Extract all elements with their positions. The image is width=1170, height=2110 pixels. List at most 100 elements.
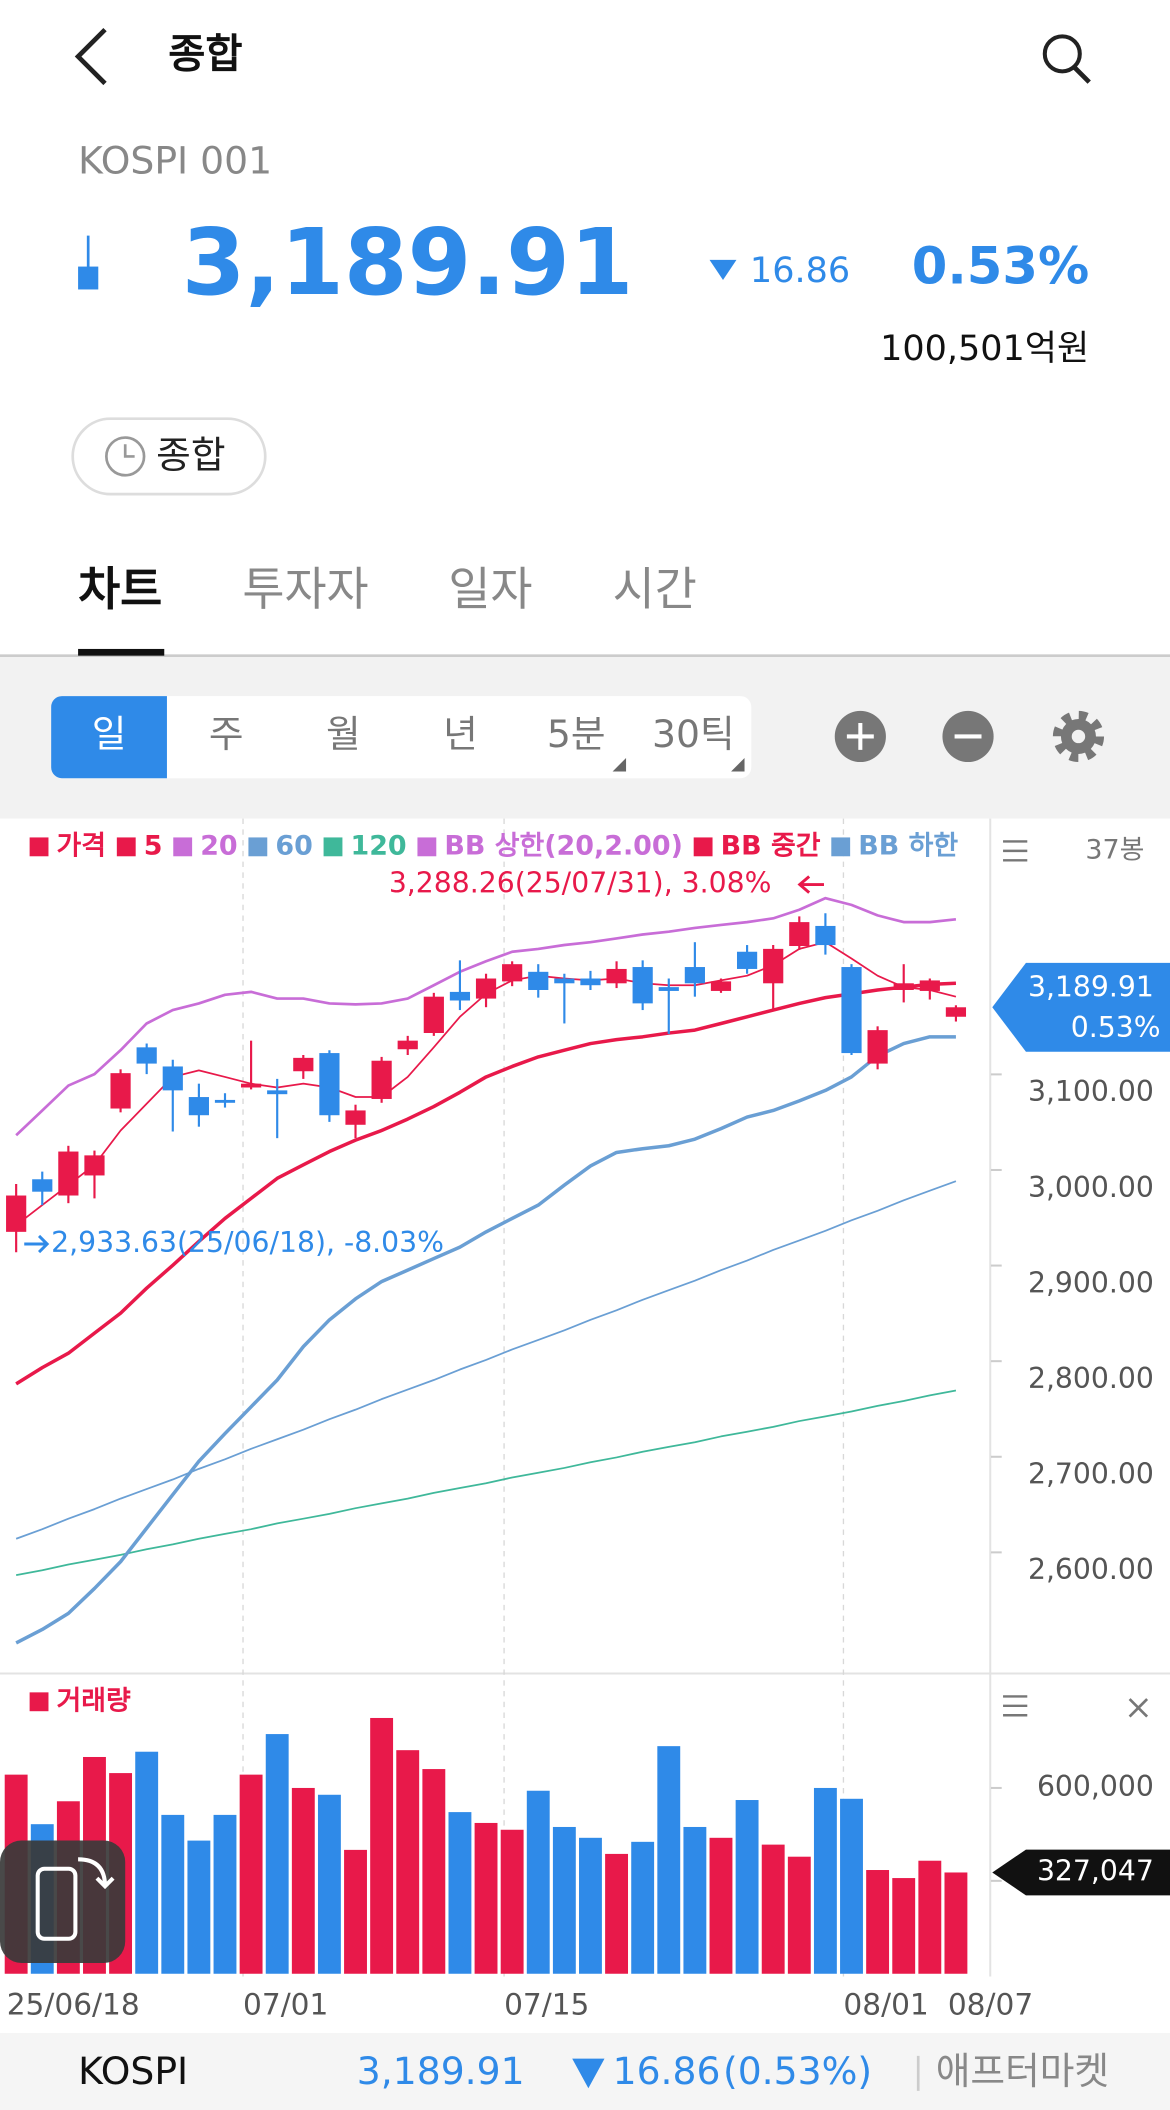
search-button[interactable] [1042, 34, 1091, 84]
candle-body [214, 1099, 236, 1103]
volume-bar [500, 1829, 524, 1974]
legend-label: 거래량 [57, 1685, 132, 1716]
current-price-tag [992, 962, 1170, 1052]
zoom-in-button[interactable] [834, 710, 886, 763]
legend-swatch [173, 837, 193, 857]
volume-bar [135, 1751, 159, 1974]
phone-icon [35, 1866, 78, 1941]
trade-amount: 100,501억원 [880, 329, 1089, 369]
legend-swatch [323, 837, 343, 857]
period-button[interactable]: 주 [209, 712, 244, 756]
dropdown-corner [731, 757, 745, 772]
candle-body [162, 1066, 183, 1091]
overlay-line [15, 1389, 957, 1576]
gear-hole [1071, 729, 1086, 744]
plus-icon [846, 722, 874, 750]
tab[interactable]: 시간 [613, 563, 697, 616]
change: 16.86 [750, 251, 850, 291]
volume-bar [448, 1812, 472, 1974]
overlay-line [15, 981, 956, 1386]
candle-body [710, 981, 732, 991]
candle-body [945, 1007, 967, 1017]
candle-body [867, 1030, 888, 1064]
tab-underline [78, 648, 165, 656]
candle-body [110, 1073, 131, 1109]
menu-icon[interactable] [1003, 1695, 1028, 1717]
period-button[interactable]: 월 [326, 712, 361, 756]
footer-down-triangle [572, 2058, 605, 2089]
candle-body [658, 987, 679, 991]
settings-button[interactable] [1052, 710, 1105, 763]
volume-bar [344, 1849, 367, 1974]
overlay-line [15, 1180, 957, 1540]
legend-label: 120 [350, 830, 406, 861]
session-chip[interactable]: 종합 [71, 417, 267, 496]
rotate-button[interactable] [0, 1840, 126, 1963]
y-tick-label: 600,000 [1037, 1770, 1154, 1803]
volume-bar [396, 1750, 420, 1974]
volume-bar [265, 1734, 289, 1974]
price: 3,189.91 [182, 209, 634, 316]
after-market[interactable]: 애프터마켓 [936, 2049, 1109, 2093]
clock-hands [123, 444, 135, 458]
index-name: KOSPI 001 [78, 138, 272, 182]
close-icon [1128, 1698, 1149, 1718]
period-button[interactable]: 일 [92, 712, 127, 756]
legend-swatch [116, 837, 136, 857]
volume-bar [605, 1853, 629, 1974]
x-tick-label: 08/01 [843, 1988, 928, 2022]
volume-bar [370, 1717, 394, 1974]
change-pct: 0.53% [912, 237, 1089, 296]
tab[interactable]: 일자 [448, 563, 532, 616]
candle-body [345, 1110, 366, 1125]
y-tick-label: 2,900.00 [1028, 1266, 1154, 1299]
candle-body [188, 1097, 209, 1116]
period-button[interactable]: 5분 [547, 712, 606, 756]
volume-bar [683, 1826, 707, 1974]
candle-body [632, 967, 653, 1004]
low-annotation: 2,933.63(25/06/18), -8.03% [51, 1226, 444, 1259]
legend-swatch [248, 837, 268, 857]
legend-label: BB 상한(20,2.00) [444, 830, 683, 861]
candle-body [58, 1151, 79, 1196]
legend-label: 20 [200, 830, 237, 861]
overlay-line [15, 896, 957, 1137]
candle-body [919, 980, 940, 991]
legend-swatch [29, 837, 49, 857]
y-tick-label: 2,700.00 [1028, 1458, 1154, 1491]
menu-icon[interactable] [1003, 840, 1028, 862]
period-button[interactable]: 년 [443, 712, 478, 756]
page-title: 종합 [168, 31, 242, 78]
search-icon [1042, 34, 1082, 74]
volume-bar [918, 1860, 942, 1974]
volume-bar [474, 1822, 498, 1974]
volume-bar [552, 1826, 576, 1974]
footer-change-pct: (0.53%) [723, 2049, 872, 2093]
volume-bar [709, 1837, 733, 1974]
tab[interactable]: 차트 [78, 563, 162, 616]
volume-bar [813, 1787, 837, 1974]
legend-label: 가격 [57, 830, 107, 861]
candle-body [815, 925, 836, 946]
y-tick-label: 2,600.00 [1028, 1553, 1154, 1586]
current-volume-tag [992, 1849, 1170, 1896]
candle-body [136, 1047, 157, 1064]
current-volume-label: 327,047 [1037, 1854, 1154, 1887]
menu-lines [1003, 1695, 1028, 1717]
period-button[interactable]: 30틱 [652, 712, 735, 756]
legend-swatch [831, 837, 851, 857]
legend-swatch [417, 837, 437, 857]
down-triangle [709, 259, 737, 281]
volume-bar [631, 1841, 655, 1974]
back-button[interactable] [74, 27, 107, 86]
candle-body [241, 1083, 262, 1088]
y-tick-label: 2,800.00 [1028, 1362, 1154, 1395]
gear-teeth [1052, 710, 1105, 763]
candle-body [475, 978, 497, 999]
volume-bar [317, 1794, 341, 1974]
tab[interactable]: 투자자 [242, 563, 368, 616]
zoom-out-button[interactable] [942, 710, 994, 763]
close-panel-button[interactable] [1128, 1698, 1149, 1718]
